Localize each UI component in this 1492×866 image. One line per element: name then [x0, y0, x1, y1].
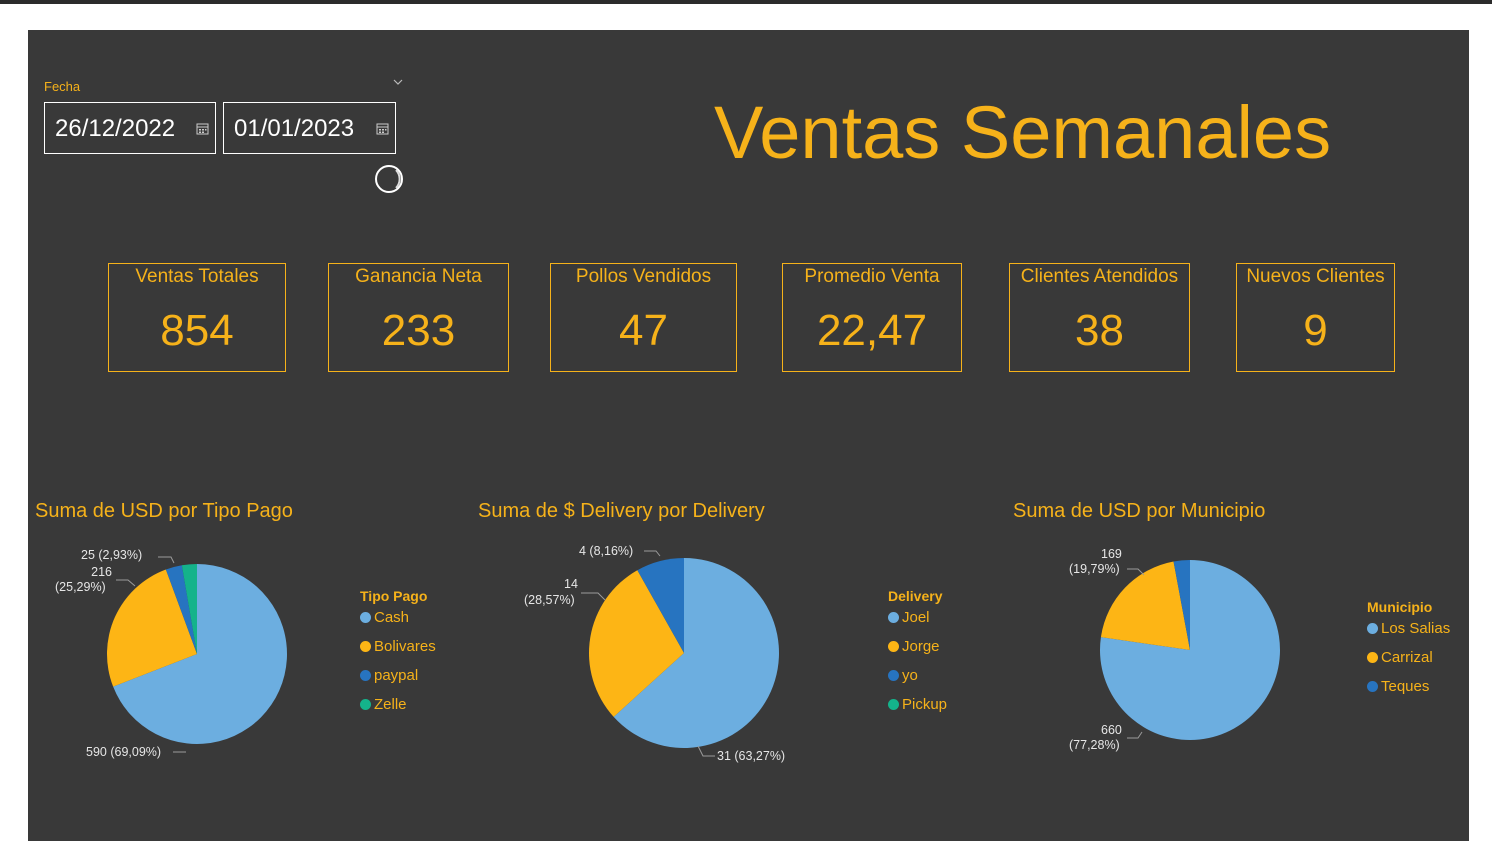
legend-dot	[888, 641, 899, 652]
end-date-value: 01/01/2023	[234, 115, 355, 142]
kpi-label: Clientes Atendidos	[1020, 266, 1179, 287]
legend-item-jorge[interactable]: Jorge	[888, 638, 947, 667]
leader-lines	[581, 550, 715, 757]
legend-item-los-salias[interactable]: Los Salias	[1367, 620, 1450, 649]
legend-item-zelle[interactable]: Zelle	[360, 696, 436, 725]
kpi-label: Pollos Vendidos	[575, 266, 712, 287]
data-label: (28,57%)	[524, 593, 575, 607]
legend-dot	[360, 612, 371, 623]
kpi-card-ventas-totales: Ventas Totales 854	[108, 263, 286, 372]
kpi-value: 38	[1075, 306, 1124, 355]
data-label: (19,79%)	[1069, 562, 1120, 576]
legend-dot	[888, 670, 899, 681]
kpi-card-clientes-atendidos: Clientes Atendidos 38	[1009, 263, 1190, 372]
kpi-card-nuevos-clientes: Nuevos Clientes 9	[1236, 263, 1395, 372]
pie-slice-cash[interactable]	[113, 564, 287, 744]
legend-item-bolivares[interactable]: Bolivares	[360, 638, 436, 667]
data-label: 31 (63,27%)	[717, 749, 786, 763]
page-title: Ventas Semanales	[714, 91, 1332, 174]
kpi-value: 9	[1303, 306, 1328, 355]
pie-slice-jorge[interactable]	[589, 570, 684, 717]
pie-slice-teques[interactable]	[1173, 560, 1190, 650]
data-label: 25 (2,93%)	[81, 548, 143, 562]
legend-dot	[1367, 652, 1378, 663]
chevron-down-icon[interactable]	[392, 76, 404, 88]
pie-slice-zelle[interactable]	[181, 564, 197, 654]
legend-item-paypal[interactable]: paypal	[360, 667, 436, 696]
pie-slice-bolivares[interactable]	[106, 569, 197, 687]
chart-title-delivery: Suma de $ Delivery por Delivery	[478, 500, 765, 522]
kpi-value: 233	[381, 306, 456, 355]
kpi-value: 22,47	[816, 306, 928, 355]
leader-lines	[1127, 568, 1145, 739]
date-filter-label: Fecha	[44, 79, 81, 94]
pie-slice-joel[interactable]	[613, 558, 779, 748]
legend-item-yo[interactable]: yo	[888, 667, 947, 696]
legend-item-pickup[interactable]: Pickup	[888, 696, 947, 725]
chart-title-municipio: Suma de USD por Municipio	[1013, 500, 1266, 522]
data-label: (77,28%)	[1069, 738, 1120, 752]
kpi-label: Nuevos Clientes	[1246, 266, 1385, 287]
pie-chart-tipo-pago[interactable]	[106, 564, 287, 744]
pie-slice-carrizal[interactable]	[1100, 561, 1190, 650]
legend-title: Delivery	[888, 588, 943, 604]
top-border	[0, 0, 1492, 4]
kpi-card-ganancia-neta: Ganancia Neta 233	[328, 263, 509, 372]
data-label: 590 (69,09%)	[86, 745, 162, 759]
legend-item-teques[interactable]: Teques	[1367, 678, 1450, 707]
legend-dot	[1367, 623, 1378, 634]
pie-slice-paypal[interactable]	[165, 565, 197, 654]
leader-lines	[116, 556, 186, 753]
kpi-value: 854	[160, 306, 234, 355]
kpi-label: Ventas Totales	[135, 266, 259, 287]
kpi-label: Ganancia Neta	[355, 266, 482, 287]
legend-dot	[888, 699, 899, 710]
legend-dot	[360, 641, 371, 652]
legend-item-cash[interactable]: Cash	[360, 609, 436, 638]
legend-dot	[360, 670, 371, 681]
legend-dot	[888, 612, 899, 623]
calendar-icon[interactable]	[196, 122, 209, 135]
data-label: (25,29%)	[55, 580, 106, 594]
start-date-input[interactable]: 26/12/2022	[44, 102, 216, 154]
kpi-value: 47	[619, 306, 668, 355]
data-label: 4 (8,16%)	[579, 544, 634, 558]
data-label: 14	[564, 577, 578, 591]
data-label: 660	[1101, 723, 1122, 737]
start-date-value: 26/12/2022	[55, 115, 176, 142]
chart-title-tipo-pago: Suma de USD por Tipo Pago	[35, 500, 293, 522]
data-label: 216	[91, 565, 112, 579]
legend-tipo-pago: Tipo Pago Cash Bolivares paypal Zelle	[360, 588, 436, 725]
legend-title: Municipio	[1367, 599, 1433, 615]
kpi-card-promedio-venta: Promedio Venta 22,47	[782, 263, 962, 372]
pie-chart-municipio[interactable]	[1100, 560, 1280, 740]
calendar-icon[interactable]	[376, 122, 389, 135]
pie-slice-yo[interactable]	[637, 558, 684, 653]
legend-item-carrizal[interactable]: Carrizal	[1367, 649, 1450, 678]
legend-delivery: Delivery Joel Jorge yo Pickup	[888, 588, 947, 725]
legend-title: Tipo Pago	[360, 588, 428, 604]
legend-item-joel[interactable]: Joel	[888, 609, 947, 638]
legend-dot	[1367, 681, 1378, 692]
legend-dot	[360, 699, 371, 710]
kpi-label: Promedio Venta	[804, 266, 940, 287]
spinner-icon[interactable]	[374, 164, 404, 194]
pie-chart-delivery[interactable]	[589, 558, 779, 748]
report-canvas: Fecha 26/12/2022 01/01/2023 Ventas Seman…	[28, 30, 1469, 841]
end-date-input[interactable]: 01/01/2023	[223, 102, 396, 154]
kpi-card-pollos-vendidos: Pollos Vendidos 47	[550, 263, 737, 372]
legend-municipio: Municipio Los Salias Carrizal Teques	[1367, 599, 1450, 707]
data-label: 169	[1101, 547, 1122, 561]
